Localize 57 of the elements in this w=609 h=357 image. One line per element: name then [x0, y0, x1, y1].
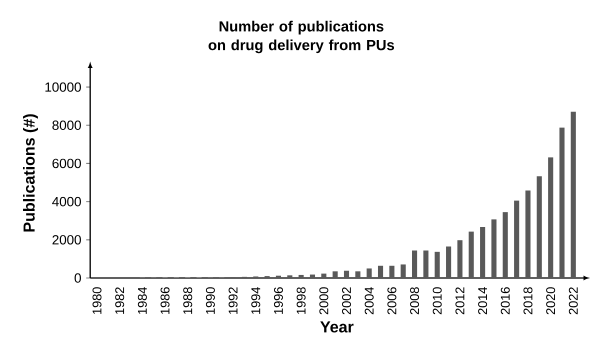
bar — [344, 270, 350, 278]
chart-title: Number of publications on drug delivery from PUs — [208, 20, 394, 54]
bar — [480, 227, 486, 278]
x-tick-label: 1988 — [183, 287, 192, 314]
bar — [457, 240, 462, 278]
bar — [355, 271, 360, 278]
y-tick-label: 8000 — [52, 120, 81, 130]
bar — [378, 266, 384, 278]
bar — [389, 266, 394, 278]
x-tick-label: 1984 — [138, 287, 147, 314]
y-tick-label: 6000 — [52, 158, 81, 168]
bar — [536, 176, 542, 278]
bar — [559, 128, 565, 278]
y-tick-label: 0 — [74, 273, 81, 283]
bar — [332, 271, 338, 278]
y-tick-label: 4000 — [52, 196, 81, 206]
bar — [525, 190, 531, 278]
x-tick-label: 1994 — [251, 287, 260, 314]
x-tick-label: 1998 — [296, 287, 306, 314]
bar — [400, 264, 406, 278]
bar — [446, 246, 452, 278]
bar — [502, 212, 508, 278]
x-tick-label: 2012 — [455, 287, 464, 314]
x-tick-label: 2004 — [364, 287, 374, 314]
x-tick-label: 1992 — [228, 287, 238, 314]
bar — [321, 274, 326, 278]
bar — [423, 250, 428, 278]
x-tick-label: 2002 — [342, 287, 351, 314]
x-tick-label: 2016 — [500, 287, 510, 314]
bar — [434, 252, 440, 278]
x-tick-label: 2006 — [387, 287, 396, 314]
bar — [412, 250, 418, 278]
x-tick-label: 1980 — [92, 287, 102, 314]
x-tick-label: 2022 — [568, 287, 578, 314]
bar — [548, 157, 554, 278]
x-tick-label: 2014 — [478, 287, 488, 314]
x-tick-label: 1990 — [206, 287, 215, 314]
bar — [287, 275, 292, 278]
x-tick-label: 1982 — [115, 287, 124, 314]
bar — [491, 219, 496, 278]
x-tick-label: 2020 — [546, 287, 556, 314]
bar — [298, 274, 304, 278]
x-tick-label: 1986 — [160, 287, 170, 314]
y-tick-label: 10000 — [45, 82, 81, 92]
bar — [468, 232, 474, 278]
x-tick-label: 1996 — [274, 287, 283, 314]
x-axis-title: Year — [320, 321, 354, 333]
bar — [310, 274, 316, 278]
y-tick-label: 2000 — [52, 235, 81, 245]
bar — [366, 268, 372, 278]
x-tick-label: 2000 — [319, 287, 328, 314]
bar — [570, 112, 576, 278]
x-tick-label: 2008 — [410, 287, 420, 314]
x-tick-label: 2010 — [432, 287, 442, 314]
bar — [514, 200, 520, 278]
x-tick-label: 2018 — [523, 287, 532, 314]
y-axis-title: Publications (#) — [23, 114, 38, 232]
